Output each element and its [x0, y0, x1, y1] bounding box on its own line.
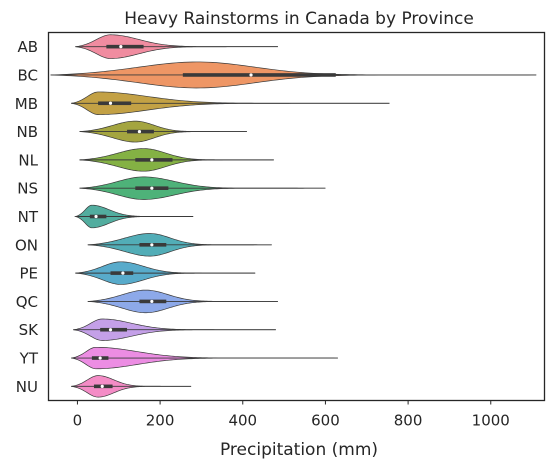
chart-title: Heavy Rainstorms in Canada by Province — [124, 9, 474, 29]
y-tick-label-bc: BC — [17, 66, 38, 84]
median-on — [150, 243, 154, 247]
y-tick-label-yt: YT — [19, 350, 39, 368]
violins-layer — [50, 34, 537, 398]
x-axis-ticks: 0 200 400 600 800 1000 — [73, 400, 510, 430]
x-tick-label-1000: 1000 — [472, 412, 510, 430]
iqr-box-bc — [182, 73, 336, 77]
x-axis-label: Precipitation (mm) — [220, 440, 378, 460]
y-tick-label-nl: NL — [18, 151, 38, 169]
y-tick-label-nu: NU — [16, 378, 38, 396]
median-ns — [150, 186, 154, 190]
median-nl — [150, 158, 154, 162]
median-nb — [137, 129, 142, 134]
x-tick-label-800: 800 — [394, 412, 423, 430]
y-tick-label-ab: AB — [17, 38, 38, 56]
y-tick-label-mb: MB — [15, 95, 38, 113]
median-pe — [121, 271, 125, 275]
y-tick-label-qc: QC — [16, 293, 38, 311]
plot-frame — [47, 31, 546, 402]
y-axis-ticks: AB BC MB NB NL NS NT ON PE QC SK YT NU — [15, 38, 39, 396]
iqr-box-nt — [89, 214, 107, 219]
y-tick-label-sk: SK — [19, 321, 40, 339]
iqr-box-sk — [100, 327, 128, 332]
median-yt — [98, 356, 102, 360]
median-mb — [108, 101, 113, 105]
median-qc — [150, 299, 154, 304]
median-bc — [249, 73, 253, 77]
boxes-layer — [50, 44, 537, 389]
iqr-box-nl — [135, 158, 173, 162]
x-tick-label-400: 400 — [228, 412, 257, 430]
y-tick-label-nb: NB — [16, 123, 38, 141]
x-tick-label-0: 0 — [73, 412, 83, 430]
y-tick-label-nt: NT — [18, 208, 39, 226]
x-tick-label-600: 600 — [311, 412, 340, 430]
y-tick-label-ns: NS — [17, 180, 38, 198]
iqr-box-mb — [98, 101, 132, 106]
y-tick-label-on: ON — [15, 236, 38, 254]
median-nu — [100, 384, 104, 388]
median-sk — [108, 328, 113, 332]
median-ab — [119, 45, 123, 49]
iqr-box-ab — [106, 44, 144, 49]
y-tick-label-pe: PE — [19, 265, 38, 283]
median-nt — [94, 214, 98, 219]
x-tick-label-200: 200 — [146, 412, 175, 430]
